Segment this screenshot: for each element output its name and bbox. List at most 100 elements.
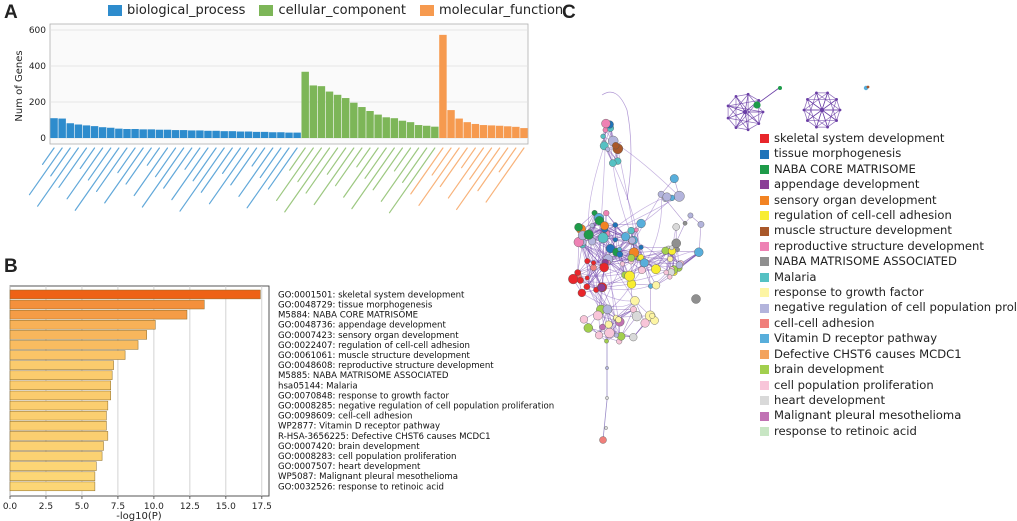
legend-swatch [760, 380, 769, 390]
network-node [815, 91, 818, 95]
network-edge [631, 194, 662, 285]
legend-label: cell population proliferation [774, 377, 934, 392]
network-node [639, 258, 649, 268]
legend-label: Defective CHST6 causes MCDC1 [774, 346, 962, 361]
legend-swatch [760, 334, 769, 344]
network-node [609, 159, 617, 167]
bar-biological_process [115, 128, 123, 138]
network-node [697, 221, 705, 228]
network-node [620, 261, 625, 267]
network-edge [583, 228, 605, 243]
network-node [778, 86, 782, 90]
network-node [579, 315, 588, 324]
network-node [615, 316, 622, 323]
network-node [617, 246, 622, 252]
chart-b-xlabel: -log10(P) [116, 511, 162, 521]
category-label [230, 147, 258, 186]
legend-label: Malignant pleural mesothelioma [774, 408, 962, 423]
category-label [313, 147, 355, 206]
bar-biological_process [228, 131, 237, 138]
network-edge [821, 109, 828, 128]
network-node [638, 266, 646, 274]
bar-biological_process [82, 125, 91, 138]
category-label [326, 147, 347, 175]
category-label [251, 147, 266, 167]
legend-swatch [760, 165, 769, 175]
network-legend-item: heart development [760, 393, 1017, 408]
network-node [633, 227, 639, 233]
network-node [604, 426, 608, 430]
enrichment-bar [9, 451, 103, 461]
network-node [612, 142, 620, 150]
network-edge [582, 244, 648, 264]
term-label: GO:0007507: heart development [278, 462, 421, 472]
category-label [275, 147, 314, 202]
network-edge [744, 111, 749, 130]
network-node [815, 125, 818, 129]
category-label [439, 147, 468, 188]
category-label [460, 147, 476, 169]
legend-swatch [760, 134, 769, 144]
network-edge [591, 236, 626, 242]
network-edge [614, 224, 620, 250]
network-node [630, 296, 640, 306]
x-tick-label: 7.5 [111, 502, 125, 512]
term-label: GO:0008285: negative regulation of cell … [278, 401, 554, 411]
enrichment-bar [9, 299, 205, 310]
network-node [604, 327, 615, 339]
network-edge [601, 287, 616, 318]
network-edge [591, 225, 601, 268]
x-tick-label: 12.5 [180, 502, 200, 512]
network-node [605, 366, 609, 370]
network-node [753, 101, 761, 109]
network-node [583, 283, 591, 290]
legend-swatch [420, 5, 435, 16]
network-node [574, 269, 581, 276]
network-node [672, 223, 680, 231]
category-label [58, 147, 88, 188]
enrichment-bar [9, 320, 156, 330]
network-legend-item: regulation of cell-cell adhesion [760, 208, 1017, 223]
network-edge [635, 229, 642, 258]
bar-biological_process [269, 132, 277, 138]
network-node [616, 251, 624, 258]
network-node [806, 98, 809, 101]
network-legend-item: appendage development [760, 177, 1017, 192]
enrichment-bar [9, 431, 109, 441]
network-node [593, 310, 603, 321]
enrichment-bar [9, 390, 111, 401]
category-label [179, 147, 225, 212]
network-edge [664, 198, 686, 224]
network-node [682, 220, 688, 226]
network-node [603, 210, 610, 217]
network-node [835, 119, 838, 122]
network-node [599, 323, 606, 331]
network-edge [577, 244, 583, 273]
term-label: GO:0070848: response to growth factor [278, 391, 449, 401]
network-node [746, 92, 750, 96]
network-legend-item: muscle structure development [760, 223, 1017, 238]
term-label: GO:0007420: brain development [278, 442, 420, 452]
network-node [638, 244, 644, 250]
enrichment-bar [9, 421, 107, 431]
network-edge [807, 99, 823, 111]
network-edge [728, 117, 759, 124]
network-edge [582, 244, 606, 263]
network-edge [744, 94, 749, 113]
bar-molecular_function [455, 118, 463, 138]
term-label: GO:0048736: appendage development [278, 321, 446, 331]
network-legend-item: brain development [760, 362, 1017, 377]
panel-label-c: C [562, 2, 576, 23]
network-edge [577, 261, 632, 276]
bar-biological_process [220, 131, 228, 138]
network-edge [807, 92, 817, 121]
bar-biological_process [252, 131, 261, 138]
bar-molecular_function [447, 110, 455, 138]
bar-biological_process [260, 131, 269, 138]
bar-cellular_component [325, 91, 334, 138]
x-tick-label: 17.5 [252, 502, 272, 512]
category-label [372, 147, 404, 191]
bar-cellular_component [374, 114, 382, 138]
network-legend-item: Vitamin D receptor pathway [760, 331, 1017, 346]
network-edge [727, 105, 749, 130]
